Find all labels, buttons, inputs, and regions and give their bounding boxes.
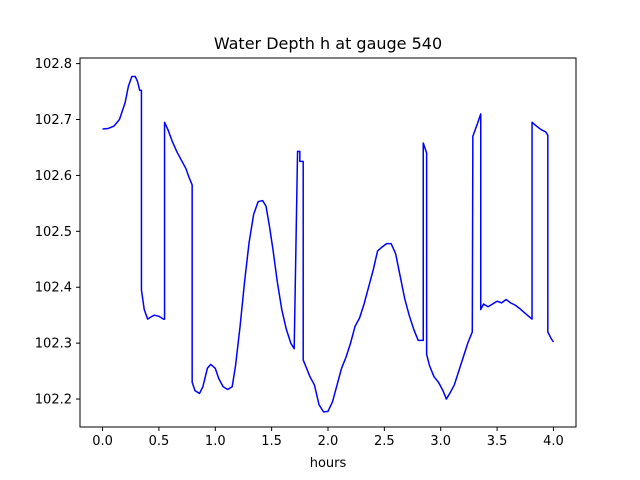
x-tick-label: 0.5 (149, 434, 170, 449)
y-tick-label: 102.8 (35, 57, 72, 72)
y-tick-label: 102.2 (35, 393, 72, 408)
y-axis: 102.2 102.3 102.4 102.5 102.6 102.7 102.8 (35, 57, 80, 408)
x-tick-label: 2.5 (374, 434, 395, 449)
x-tick-label: 2.0 (318, 434, 339, 449)
x-tick-label: 4.0 (543, 434, 564, 449)
x-tick-label: 3.0 (430, 434, 451, 449)
series-layer (102, 75, 555, 413)
x-axis: 0.0 0.5 1.0 1.5 2.0 2.5 3.0 3.5 4.0 (92, 427, 564, 449)
y-tick-label: 102.3 (35, 337, 72, 352)
x-tick-label: 1.5 (261, 434, 282, 449)
y-tick-label: 102.7 (35, 113, 72, 128)
x-axis-label: hours (310, 456, 347, 471)
x-tick-label: 3.5 (487, 434, 508, 449)
x-tick-label: 0.0 (92, 434, 113, 449)
series-line-0 (102, 75, 555, 413)
y-tick-label: 102.4 (35, 281, 72, 296)
chart-title: Water Depth h at gauge 540 (214, 34, 442, 53)
x-tick-label: 1.0 (205, 434, 226, 449)
y-tick-label: 102.6 (35, 169, 72, 184)
y-tick-label: 102.5 (35, 225, 72, 240)
